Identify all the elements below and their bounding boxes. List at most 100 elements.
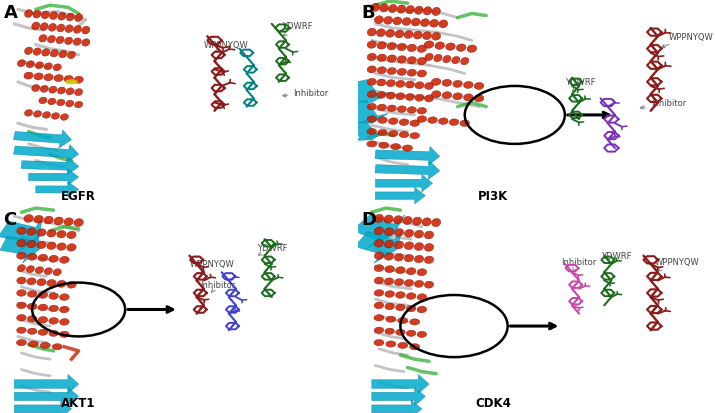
Text: WPPNYQW: WPPNYQW bbox=[189, 260, 235, 272]
Ellipse shape bbox=[424, 42, 434, 49]
Ellipse shape bbox=[411, 19, 420, 27]
Ellipse shape bbox=[64, 76, 74, 83]
Ellipse shape bbox=[417, 58, 427, 66]
Ellipse shape bbox=[398, 342, 408, 349]
Polygon shape bbox=[346, 80, 390, 103]
Ellipse shape bbox=[405, 82, 415, 89]
Ellipse shape bbox=[386, 341, 396, 347]
Polygon shape bbox=[14, 145, 79, 163]
Text: B: B bbox=[361, 4, 375, 22]
Polygon shape bbox=[14, 131, 72, 149]
Ellipse shape bbox=[74, 26, 82, 34]
Ellipse shape bbox=[378, 130, 388, 136]
Ellipse shape bbox=[397, 44, 407, 52]
Ellipse shape bbox=[17, 265, 26, 272]
Ellipse shape bbox=[425, 54, 433, 62]
Ellipse shape bbox=[56, 231, 66, 238]
Ellipse shape bbox=[425, 96, 433, 102]
Ellipse shape bbox=[66, 244, 77, 252]
Ellipse shape bbox=[377, 30, 385, 38]
Text: YDWRF: YDWRF bbox=[565, 78, 596, 92]
Ellipse shape bbox=[410, 319, 420, 325]
Text: CDK4: CDK4 bbox=[475, 396, 511, 409]
Ellipse shape bbox=[445, 44, 455, 51]
Ellipse shape bbox=[48, 99, 56, 105]
Ellipse shape bbox=[385, 266, 395, 273]
Ellipse shape bbox=[428, 118, 438, 124]
Ellipse shape bbox=[367, 116, 377, 123]
Polygon shape bbox=[348, 101, 388, 124]
Ellipse shape bbox=[397, 107, 407, 113]
Ellipse shape bbox=[41, 50, 50, 57]
Text: Inhibitor: Inhibitor bbox=[561, 258, 596, 272]
Ellipse shape bbox=[66, 282, 77, 288]
Ellipse shape bbox=[375, 17, 383, 24]
Ellipse shape bbox=[73, 39, 82, 46]
Ellipse shape bbox=[434, 55, 442, 62]
Ellipse shape bbox=[417, 46, 427, 53]
Ellipse shape bbox=[413, 218, 422, 226]
Ellipse shape bbox=[368, 92, 376, 98]
Ellipse shape bbox=[56, 37, 64, 45]
Polygon shape bbox=[14, 375, 79, 394]
Ellipse shape bbox=[387, 106, 397, 112]
Ellipse shape bbox=[402, 19, 411, 26]
Ellipse shape bbox=[404, 242, 414, 250]
Polygon shape bbox=[375, 162, 440, 180]
Ellipse shape bbox=[377, 92, 386, 99]
Ellipse shape bbox=[407, 45, 417, 52]
Ellipse shape bbox=[59, 319, 69, 325]
Ellipse shape bbox=[40, 24, 48, 31]
Ellipse shape bbox=[39, 36, 47, 43]
Ellipse shape bbox=[420, 20, 430, 28]
Ellipse shape bbox=[58, 13, 66, 21]
Text: EGFR: EGFR bbox=[61, 190, 96, 202]
Ellipse shape bbox=[452, 57, 460, 64]
Ellipse shape bbox=[377, 55, 387, 62]
Ellipse shape bbox=[414, 231, 424, 238]
Ellipse shape bbox=[404, 255, 414, 262]
Ellipse shape bbox=[424, 256, 434, 264]
Ellipse shape bbox=[393, 216, 403, 224]
Ellipse shape bbox=[431, 92, 441, 98]
Ellipse shape bbox=[380, 5, 388, 13]
Polygon shape bbox=[29, 169, 79, 186]
Ellipse shape bbox=[397, 69, 407, 76]
Ellipse shape bbox=[425, 83, 433, 90]
Ellipse shape bbox=[395, 267, 405, 274]
Ellipse shape bbox=[387, 69, 397, 75]
Polygon shape bbox=[355, 231, 402, 263]
Ellipse shape bbox=[410, 344, 420, 350]
Ellipse shape bbox=[46, 280, 56, 287]
Ellipse shape bbox=[395, 292, 405, 299]
Ellipse shape bbox=[74, 15, 83, 22]
Ellipse shape bbox=[399, 120, 409, 126]
Ellipse shape bbox=[399, 132, 409, 138]
Ellipse shape bbox=[407, 107, 417, 114]
Ellipse shape bbox=[26, 266, 34, 273]
Ellipse shape bbox=[368, 29, 376, 37]
Ellipse shape bbox=[56, 25, 65, 33]
Ellipse shape bbox=[377, 43, 387, 50]
Text: YDWRF: YDWRF bbox=[257, 243, 288, 256]
Ellipse shape bbox=[36, 279, 46, 286]
Ellipse shape bbox=[460, 121, 470, 127]
Ellipse shape bbox=[417, 269, 427, 276]
Ellipse shape bbox=[439, 21, 448, 28]
Ellipse shape bbox=[59, 51, 67, 59]
Ellipse shape bbox=[396, 94, 405, 100]
Ellipse shape bbox=[67, 52, 76, 59]
Polygon shape bbox=[14, 387, 79, 406]
Ellipse shape bbox=[414, 281, 424, 287]
Ellipse shape bbox=[394, 229, 404, 237]
Text: Inhibitor: Inhibitor bbox=[641, 99, 686, 110]
Ellipse shape bbox=[406, 293, 416, 299]
Ellipse shape bbox=[374, 328, 384, 333]
Ellipse shape bbox=[41, 12, 49, 20]
Ellipse shape bbox=[26, 62, 34, 69]
Text: WPPNYQW: WPPNYQW bbox=[661, 33, 714, 49]
Ellipse shape bbox=[397, 6, 405, 14]
Ellipse shape bbox=[395, 330, 405, 335]
Polygon shape bbox=[372, 375, 429, 394]
Ellipse shape bbox=[26, 228, 36, 236]
